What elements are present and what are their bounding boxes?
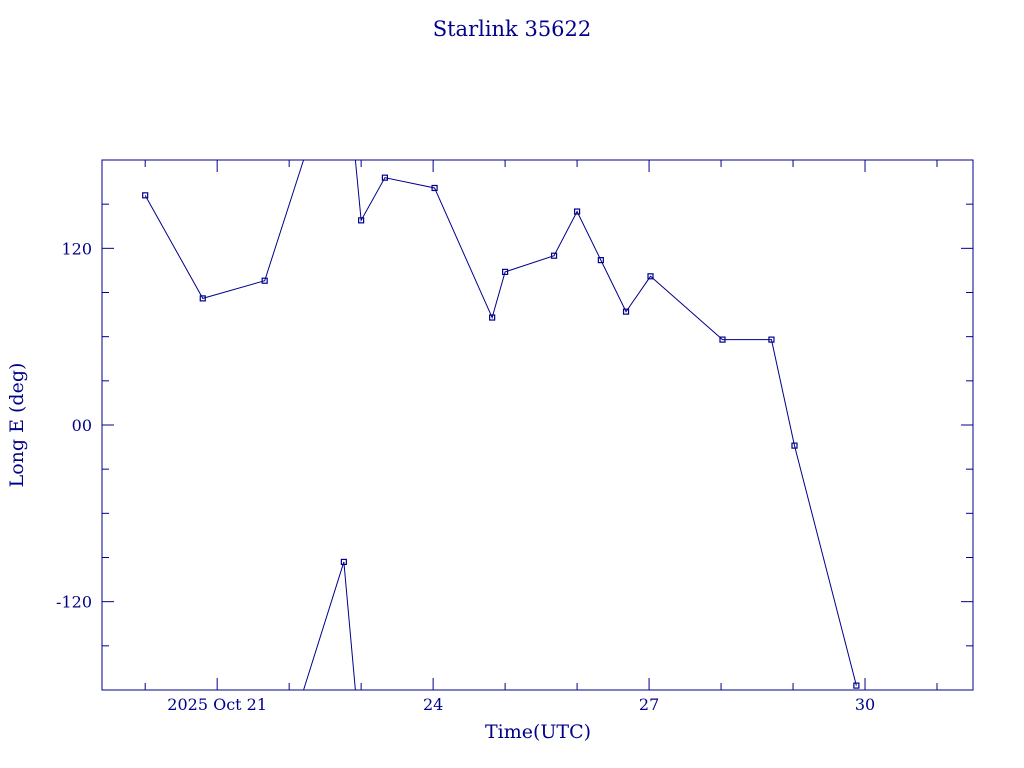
data-point (502, 268, 509, 275)
data-point (597, 257, 604, 264)
series-line-segment (144, 159, 305, 299)
series-line-segment (303, 561, 356, 691)
data-point (853, 682, 860, 689)
data-point (768, 336, 775, 343)
series-line-segment (354, 159, 857, 686)
y-axis-label: Long E (deg) (6, 363, 28, 488)
data-point (719, 336, 726, 343)
y-tick-label: 120 (61, 239, 92, 258)
data-point (340, 558, 347, 566)
data-point (622, 308, 630, 315)
x-tick-label: 30 (855, 695, 875, 714)
tick-labels: 2025 Oct 21 24 27 30 120 00 -120 (56, 239, 875, 714)
data-point (431, 184, 438, 192)
x-axis-label: Time(UTC) (485, 721, 591, 743)
plot-frame (101, 159, 974, 691)
y-tick-label: -120 (56, 593, 92, 612)
data-point (358, 217, 365, 224)
data-point (550, 252, 558, 259)
chart-title: Starlink 35622 (433, 17, 592, 41)
data-point (199, 295, 206, 302)
axis-ticks (102, 160, 973, 690)
data-point (791, 442, 798, 449)
data-point (647, 273, 654, 280)
x-tick-label: 24 (423, 695, 443, 714)
data-point (573, 208, 581, 215)
series-layer (142, 159, 860, 691)
x-tick-label: 27 (639, 695, 659, 714)
data-point (142, 192, 149, 199)
y-tick-label: 00 (72, 416, 92, 435)
x-tick-label: 2025 Oct 21 (167, 695, 267, 714)
data-point (489, 314, 496, 321)
data-point (381, 174, 388, 181)
data-point (261, 277, 268, 284)
